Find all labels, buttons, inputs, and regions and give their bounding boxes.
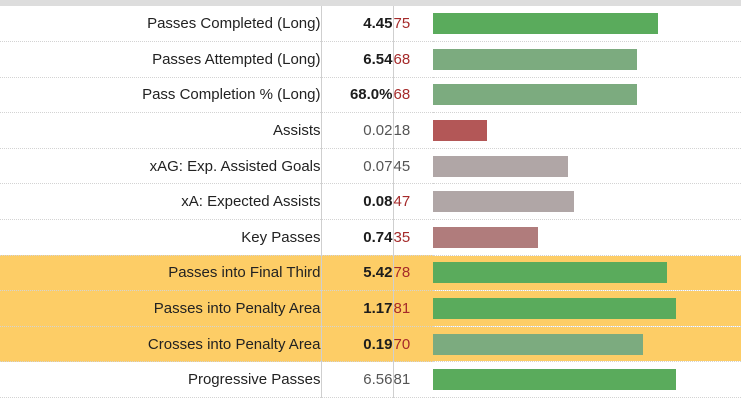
- stat-name: Passes Completed (Long): [0, 6, 322, 43]
- percentile-value: 68: [393, 77, 433, 114]
- stat-name: Key Passes: [0, 219, 322, 256]
- stat-row: Progressive Passes 6.56 81: [0, 361, 741, 399]
- stat-name: Passes into Final Third: [0, 255, 322, 292]
- stat-name: Passes Attempted (Long): [0, 41, 322, 78]
- percentile-bar-cell: [433, 255, 741, 292]
- percentile-bar: [433, 48, 637, 70]
- stat-row: Crosses into Penalty Area 0.19 70: [0, 326, 741, 363]
- percentile-bar-cell: [433, 361, 741, 399]
- stat-name: Progressive Passes: [0, 361, 322, 399]
- per90-value: 68.0%: [321, 77, 394, 114]
- stat-row: xA: Expected Assists 0.08 47: [0, 183, 741, 221]
- percentile-bar-cell: [433, 77, 741, 114]
- stats-table-body: Passes Completed (Long) 4.45 75 Passes Atte…: [0, 6, 741, 399]
- percentile-value: 81: [393, 361, 433, 399]
- percentile-bar: [433, 333, 643, 355]
- per90-value: 6.56: [321, 361, 394, 399]
- percentile-value: 75: [393, 6, 433, 43]
- percentile-bar: [433, 155, 568, 177]
- percentile-bar: [433, 298, 676, 320]
- per90-value: 4.45: [321, 6, 394, 43]
- percentile-bar-cell: [433, 326, 741, 363]
- per90-value: 5.42: [321, 255, 394, 292]
- percentile-value: 35: [393, 219, 433, 256]
- per90-value: 0.08: [321, 183, 394, 221]
- percentile-value: 78: [393, 255, 433, 292]
- percentile-bar: [433, 84, 637, 106]
- stat-name: Crosses into Penalty Area: [0, 326, 322, 363]
- percentile-bar-cell: [433, 41, 741, 78]
- per90-value: 0.02: [321, 112, 394, 149]
- percentile-value: 45: [393, 148, 433, 185]
- per90-value: 1.17: [321, 290, 394, 327]
- stat-row: Assists 0.02 18: [0, 112, 741, 149]
- stat-row: Passes Completed (Long) 4.45 75: [0, 6, 741, 43]
- stat-name: Pass Completion % (Long): [0, 77, 322, 114]
- per90-value: 0.07: [321, 148, 394, 185]
- stat-row: Passes Attempted (Long) 6.54 68: [0, 41, 741, 78]
- percentile-value: 68: [393, 41, 433, 78]
- percentile-bar: [433, 369, 676, 391]
- stat-row: Key Passes 0.74 35: [0, 219, 741, 256]
- percentile-bar: [433, 191, 574, 213]
- stats-table: Passes Completed (Long) 4.45 75 Passes Atte…: [0, 6, 741, 399]
- percentile-bar-cell: [433, 290, 741, 327]
- percentile-bar-cell: [433, 148, 741, 185]
- stat-row: Passes into Penalty Area 1.17 81: [0, 290, 741, 327]
- stat-name: Passes into Penalty Area: [0, 290, 322, 327]
- per90-value: 6.54: [321, 41, 394, 78]
- percentile-bar: [433, 13, 658, 35]
- percentile-value: 81: [393, 290, 433, 327]
- percentile-bar: [433, 262, 667, 284]
- percentile-bar-cell: [433, 6, 741, 43]
- stat-row: Passes into Final Third 5.42 78: [0, 255, 741, 292]
- percentile-bar-cell: [433, 112, 741, 149]
- percentile-bar: [433, 226, 538, 248]
- percentile-value: 18: [393, 112, 433, 149]
- top-rule: [0, 0, 741, 6]
- stat-row: xAG: Exp. Assisted Goals 0.07 45: [0, 148, 741, 185]
- per90-value: 0.19: [321, 326, 394, 363]
- stat-name: xAG: Exp. Assisted Goals: [0, 148, 322, 185]
- percentile-bar-cell: [433, 219, 741, 256]
- percentile-value: 47: [393, 183, 433, 221]
- stat-row: Pass Completion % (Long) 68.0% 68: [0, 77, 741, 114]
- stat-name: xA: Expected Assists: [0, 183, 322, 221]
- percentile-bar-cell: [433, 183, 741, 221]
- per90-value: 0.74: [321, 219, 394, 256]
- percentile-value: 70: [393, 326, 433, 363]
- percentile-bar: [433, 120, 487, 142]
- stat-name: Assists: [0, 112, 322, 149]
